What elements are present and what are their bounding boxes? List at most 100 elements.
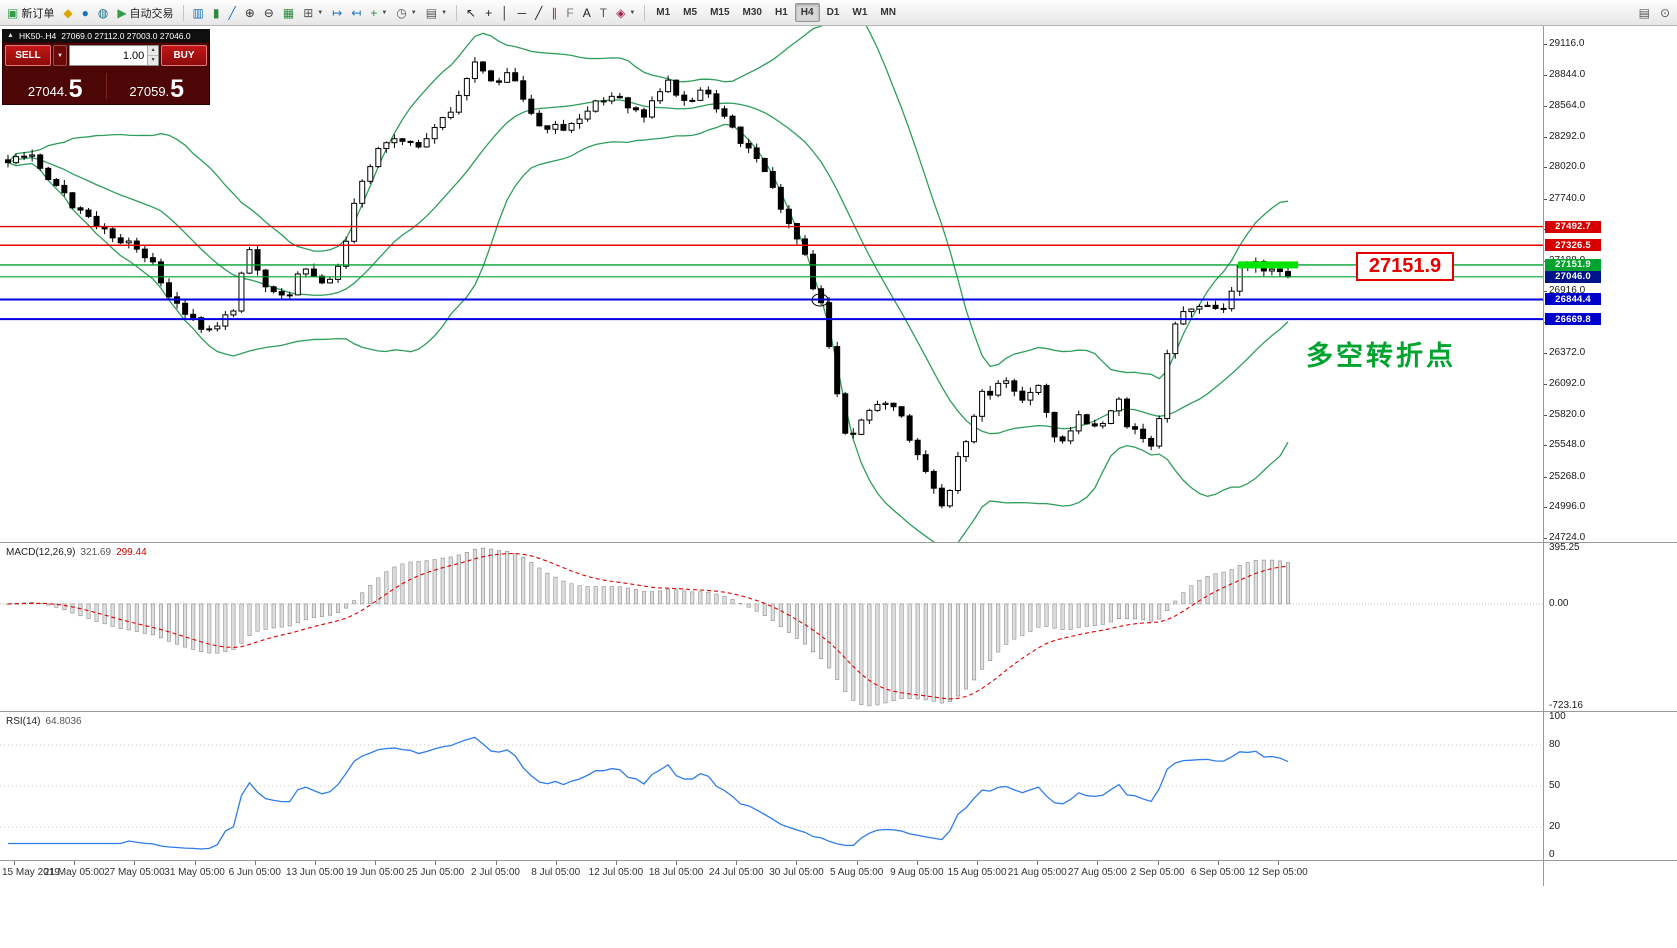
dropdown-caret-icon[interactable]: ▼ xyxy=(629,9,636,16)
sell-price[interactable]: 27044. 5 xyxy=(5,77,106,102)
time-label: 18 Jul 05:00 xyxy=(648,867,704,878)
dropdown-caret-icon[interactable]: ▼ xyxy=(381,9,388,16)
tf-m30-label: M30 xyxy=(742,7,762,18)
time-tick xyxy=(1097,861,1099,865)
auto-scroll-button[interactable]: ↦ xyxy=(328,3,346,23)
tf-h4-button[interactable]: H4 xyxy=(794,3,820,22)
rsi-panel[interactable] xyxy=(0,712,1543,860)
trend-icon: ╱ xyxy=(535,5,543,20)
time-tick xyxy=(194,861,196,865)
time-label: 5 Aug 05:00 xyxy=(829,867,884,878)
tile-windows-button[interactable]: ⊞ ▼ xyxy=(299,3,327,23)
price-callout-box[interactable]: 27151.9 xyxy=(1356,252,1454,281)
dropdown-caret-icon[interactable]: ▼ xyxy=(441,9,448,16)
price-tick-mark xyxy=(1544,445,1547,447)
time-tick xyxy=(14,861,15,865)
candle-chart-button[interactable]: ▮ xyxy=(209,3,224,23)
arrows-button[interactable]: ◈ ▼ xyxy=(612,3,639,23)
zoom-out-button[interactable]: ⊖ xyxy=(260,3,278,23)
tf-m15-button[interactable]: M15 xyxy=(704,3,735,22)
tf-h1-button[interactable]: H1 xyxy=(769,3,794,22)
time-label: 30 Jul 05:00 xyxy=(769,867,824,878)
bar-chart-button[interactable]: ▥ xyxy=(189,3,208,23)
volume-input[interactable] xyxy=(70,46,148,65)
rsi-name: RSI(14) xyxy=(6,716,41,727)
label-icon: T xyxy=(599,5,608,20)
dropdown-caret-icon[interactable]: ▼ xyxy=(410,9,417,16)
time-tick xyxy=(676,861,678,865)
zoom-in-button[interactable]: ⊕ xyxy=(241,3,259,23)
tf-mn-button[interactable]: MN xyxy=(874,3,902,22)
ohlc-readout: 27069.0 27112.0 27003.0 27046.0 xyxy=(61,30,191,41)
macd-signal-line xyxy=(7,553,1289,700)
bollinger-bands xyxy=(7,26,1289,542)
time-label: 15 Aug 05:00 xyxy=(947,867,1007,878)
crosshair-button[interactable]: + xyxy=(481,3,496,23)
auto-trading-button[interactable]: ▶ 自动交易 xyxy=(113,3,177,23)
sell-button[interactable]: SELL xyxy=(5,45,51,66)
scroll-icon: ↦ xyxy=(332,5,343,20)
text-label-button[interactable]: T xyxy=(596,3,611,23)
equidistant-channel-button[interactable]: ∥ xyxy=(547,3,561,23)
sell-price-prefix: 27044. xyxy=(27,84,68,99)
collapse-panel-icon[interactable]: ▲ xyxy=(7,32,14,39)
toolbar-separator xyxy=(644,4,646,21)
price-axis[interactable]: 29116.0 28844.0 28564.0 28292.0 28020.0 27740… xyxy=(1543,26,1677,886)
horizontal-line-button[interactable]: ─ xyxy=(514,3,531,23)
fibonacci-button[interactable]: F xyxy=(562,3,577,23)
one-click-trading-panel: SELL ▼ ▲ ▼ BUY 27044. 5 27059. 5 xyxy=(2,42,210,105)
dropdown-caret-icon[interactable]: ▼ xyxy=(317,9,324,16)
volume-field: ▲ ▼ xyxy=(69,45,159,66)
new-order-button[interactable]: ▣ 新订单 xyxy=(3,3,58,23)
templates-button[interactable]: ▤ ▼ xyxy=(422,3,451,23)
new-chart-button[interactable]: + ▼ xyxy=(366,3,391,23)
line-chart-button[interactable]: ╱ xyxy=(225,3,240,23)
time-label: 27 May 05:00 xyxy=(104,867,165,878)
time-label: 27 Aug 05:00 xyxy=(1067,867,1127,878)
periods-button[interactable]: ◷ ▼ xyxy=(392,3,420,23)
terminal-button[interactable]: ◍ xyxy=(94,3,112,23)
gold-icon: ◆ xyxy=(63,5,73,20)
price-line-label: 27492.7 xyxy=(1545,220,1601,233)
buy-price[interactable]: 27059. 5 xyxy=(107,77,208,102)
chart-title-strip[interactable]: ▲ HK50-.H4 27069.0 27112.0 27003.0 27046… xyxy=(2,29,210,42)
panel-divider[interactable] xyxy=(0,542,1677,543)
tf-d1-button[interactable]: D1 xyxy=(821,3,846,22)
spinner-up-icon[interactable]: ▲ xyxy=(148,46,158,56)
macd-panel[interactable] xyxy=(0,543,1543,711)
main-chart[interactable] xyxy=(0,26,1543,542)
vertical-line-button[interactable]: │ xyxy=(497,3,513,23)
time-label: 21 Aug 05:00 xyxy=(1007,867,1067,878)
chart-shift-button[interactable]: ↤ xyxy=(347,3,365,23)
tf-m1-button[interactable]: M1 xyxy=(650,3,676,22)
market-watch-button[interactable]: ◆ xyxy=(59,3,76,23)
shift-icon: ↤ xyxy=(351,5,362,20)
trendline-button[interactable]: ╱ xyxy=(531,3,546,23)
volume-spinner: ▲ ▼ xyxy=(147,46,158,65)
tf-m5-button[interactable]: M5 xyxy=(677,3,703,22)
spinner-down-icon[interactable]: ▼ xyxy=(148,56,158,65)
price-tick-mark xyxy=(1544,43,1547,45)
panel-divider[interactable] xyxy=(0,711,1677,712)
price-tick: 28564.0 xyxy=(1549,100,1586,112)
tf-m30-button[interactable]: M30 xyxy=(737,3,768,22)
cursor-button[interactable]: ↖ xyxy=(462,3,480,23)
tf-w1-label: W1 xyxy=(852,7,868,18)
annotation-text[interactable]: 多空转折点 xyxy=(1306,341,1456,371)
help-search-button[interactable]: ⊙ xyxy=(1656,3,1674,23)
price-tick-mark xyxy=(1544,74,1547,76)
macd-histogram xyxy=(6,547,1291,707)
shapes-icon: ◈ xyxy=(616,5,626,20)
bollinger-lower xyxy=(7,123,1289,542)
tf-w1-button[interactable]: W1 xyxy=(846,3,873,22)
order-type-dropdown[interactable]: ▼ xyxy=(53,45,67,66)
time-label: 2 Sep 05:00 xyxy=(1130,867,1185,878)
buy-button[interactable]: BUY xyxy=(161,45,207,66)
grid-button[interactable]: ▦ xyxy=(279,3,298,23)
data-window-button[interactable]: ● xyxy=(78,3,93,23)
text-button[interactable]: A xyxy=(579,3,595,23)
toolbar-separator xyxy=(182,4,184,21)
time-axis[interactable]: 15 May 2019 21 May 05:00 27 May 05:00 31 Ma… xyxy=(0,861,1543,886)
price-tick: 26092.0 xyxy=(1549,378,1586,390)
chart-list-button[interactable]: ▤ xyxy=(1635,3,1654,23)
